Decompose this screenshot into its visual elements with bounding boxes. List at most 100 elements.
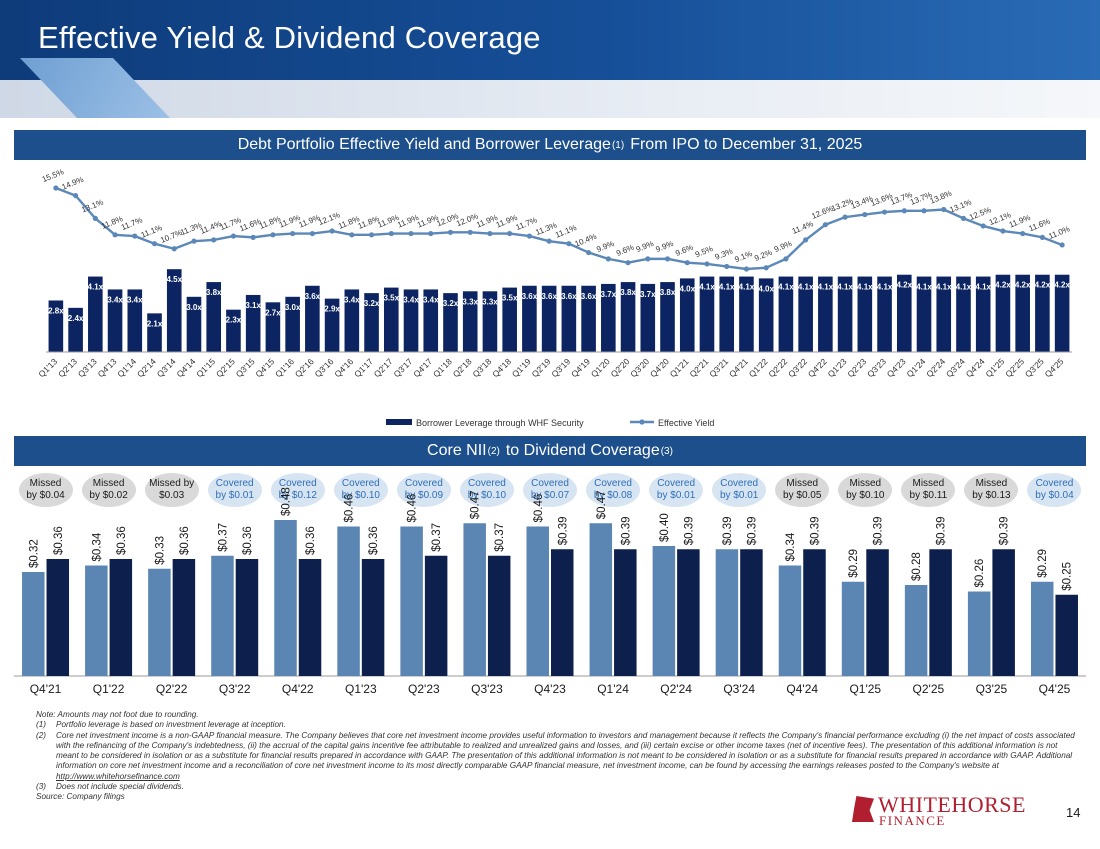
x-tick-label: Q1'23: [826, 356, 849, 379]
x-tick-label: Q1'20: [589, 356, 612, 379]
logo-word-2: FINANCE: [879, 813, 946, 828]
effective-yield-point: [763, 265, 769, 271]
core-nii-bar: [778, 565, 802, 676]
dividend-label: $0.39: [746, 516, 758, 545]
leverage-bar: [522, 285, 537, 352]
x-tick-label: Q3'17: [392, 356, 415, 379]
yield-section-title-tail: From IPO to December 31, 2025: [630, 136, 863, 153]
effective-yield-label: 13.1%: [80, 198, 104, 215]
effective-yield-point: [53, 185, 59, 191]
effective-yield-point: [388, 230, 394, 237]
effective-yield-point: [92, 215, 98, 221]
x-tick-label: Q4'16: [332, 356, 355, 379]
core-nii-bar: [22, 572, 45, 676]
x-tick-label: Q2'24: [924, 356, 947, 379]
dividend-bar: [487, 555, 511, 676]
x-tick-label: Q3'16: [313, 356, 336, 379]
effective-yield-label: 15.5%: [41, 167, 65, 184]
leverage-bar: [127, 289, 143, 352]
dividend-label: $0.39: [999, 516, 1011, 545]
effective-yield-point: [368, 232, 375, 238]
x-tick-label: Q1'24: [905, 356, 928, 379]
yield-section-title: Debt Portfolio Effective Yield and Borro…: [14, 130, 1086, 160]
leverage-bar: [620, 282, 636, 352]
effective-yield-point: [250, 234, 256, 240]
core-nii-label: $0.46: [344, 494, 356, 523]
dividend-label: $0.39: [936, 516, 948, 545]
leverage-bar: [601, 283, 616, 352]
leverage-bar: [798, 276, 813, 352]
effective-yield-point: [862, 211, 868, 218]
footnote-2-text: Core net investment income is a non-GAAP…: [56, 730, 1075, 771]
footnote-2-body: Core net investment income is a non-GAAP…: [56, 731, 1076, 782]
leverage-bar: [896, 274, 912, 352]
leverage-bar: [383, 287, 399, 352]
effective-yield-point: [171, 246, 177, 252]
dividend-bar: [172, 559, 196, 676]
x-tick-label: Q2'15: [214, 356, 237, 379]
leverage-label: 3.6x: [581, 292, 597, 301]
dividend-bar: [929, 549, 952, 676]
x-tick-label: Q4'22: [282, 682, 314, 696]
leverage-label: 3.2x: [443, 299, 459, 308]
core-nii-bar: [337, 526, 360, 676]
effective-yield-line: [55, 186, 1063, 271]
website-link[interactable]: http://www.whitehorsefinance.com: [56, 771, 180, 781]
x-tick-label: Q4'23: [534, 682, 566, 696]
coverage-badge-missed: Missed by $0.10: [838, 473, 893, 507]
leverage-label: 4.1x: [818, 283, 834, 292]
dividend-label: $0.36: [53, 526, 65, 555]
coverage-badge-text: Missed by $0.04: [26, 478, 65, 501]
dividend-label: $0.39: [873, 516, 885, 545]
x-tick-label: Q1'22: [93, 682, 125, 696]
effective-yield-point: [822, 222, 828, 228]
x-tick-label: Q4'23: [885, 356, 908, 379]
leverage-label: 4.1x: [936, 283, 952, 292]
effective-yield-point: [309, 230, 315, 237]
effective-yield-label: 11.4%: [791, 219, 815, 236]
leverage-bar: [541, 285, 557, 352]
dividend-label: $0.36: [368, 526, 380, 555]
leverage-label: 4.2x: [1054, 281, 1070, 290]
leverage-label: 4.2x: [1035, 281, 1051, 290]
effective-yield-label: 13.8%: [929, 189, 953, 206]
effective-yield-point: [211, 237, 217, 243]
leverage-bar: [561, 285, 577, 352]
leverage-bar: [1015, 274, 1030, 352]
leverage-label: 3.6x: [561, 292, 577, 301]
coverage-chart: $0.32 $0.36 Q4'21 $0.34 $0.36 Q1'22 $0.33 $0.36…: [14, 487, 1086, 712]
x-tick-label: Q2'19: [530, 356, 553, 379]
effective-yield-point: [585, 249, 592, 256]
leverage-bar: [778, 276, 794, 352]
legend-label-core-nii: Core NII per share: [418, 710, 517, 712]
coverage-badge-text: Covered by $0.09: [404, 478, 444, 501]
coverage-badge-covered: Covered by $0.04: [1027, 473, 1082, 507]
leverage-bar: [68, 307, 83, 352]
x-tick-label: Q3'18: [470, 356, 493, 379]
core-nii-label: $0.48: [281, 487, 293, 516]
x-tick-label: Q1'22: [747, 356, 770, 379]
x-tick-label: Q2'17: [372, 356, 395, 379]
effective-yield-point: [428, 230, 434, 237]
coverage-section-title: Core NII (2) to Dividend Coverage (3): [14, 436, 1086, 466]
effective-yield-point: [566, 241, 572, 247]
core-nii-label: $0.26: [974, 559, 986, 588]
leverage-bar: [699, 276, 715, 352]
core-nii-bar: [211, 555, 234, 676]
core-nii-bar: [967, 591, 991, 676]
core-nii-label: $0.29: [848, 549, 860, 578]
coverage-badge-text: Covered by $0.12: [278, 478, 317, 501]
coverage-badge-covered: Covered by $0.01: [649, 473, 704, 507]
dividend-bar: [551, 549, 574, 676]
x-tick-label: Q3'19: [549, 356, 572, 379]
effective-yield-point: [447, 229, 454, 235]
coverage-badge-text: Covered by $0.01: [215, 478, 254, 501]
effective-yield-point: [645, 256, 651, 262]
logo-word-1: WHITEHORSE: [878, 792, 1026, 817]
leverage-label: 3.4x: [403, 295, 419, 304]
x-tick-label: Q3'23: [865, 356, 888, 379]
effective-yield-point: [743, 266, 750, 272]
effective-yield-point: [881, 209, 888, 215]
coverage-section-title-text: Core NII: [427, 442, 487, 459]
effective-yield-point: [921, 208, 927, 214]
